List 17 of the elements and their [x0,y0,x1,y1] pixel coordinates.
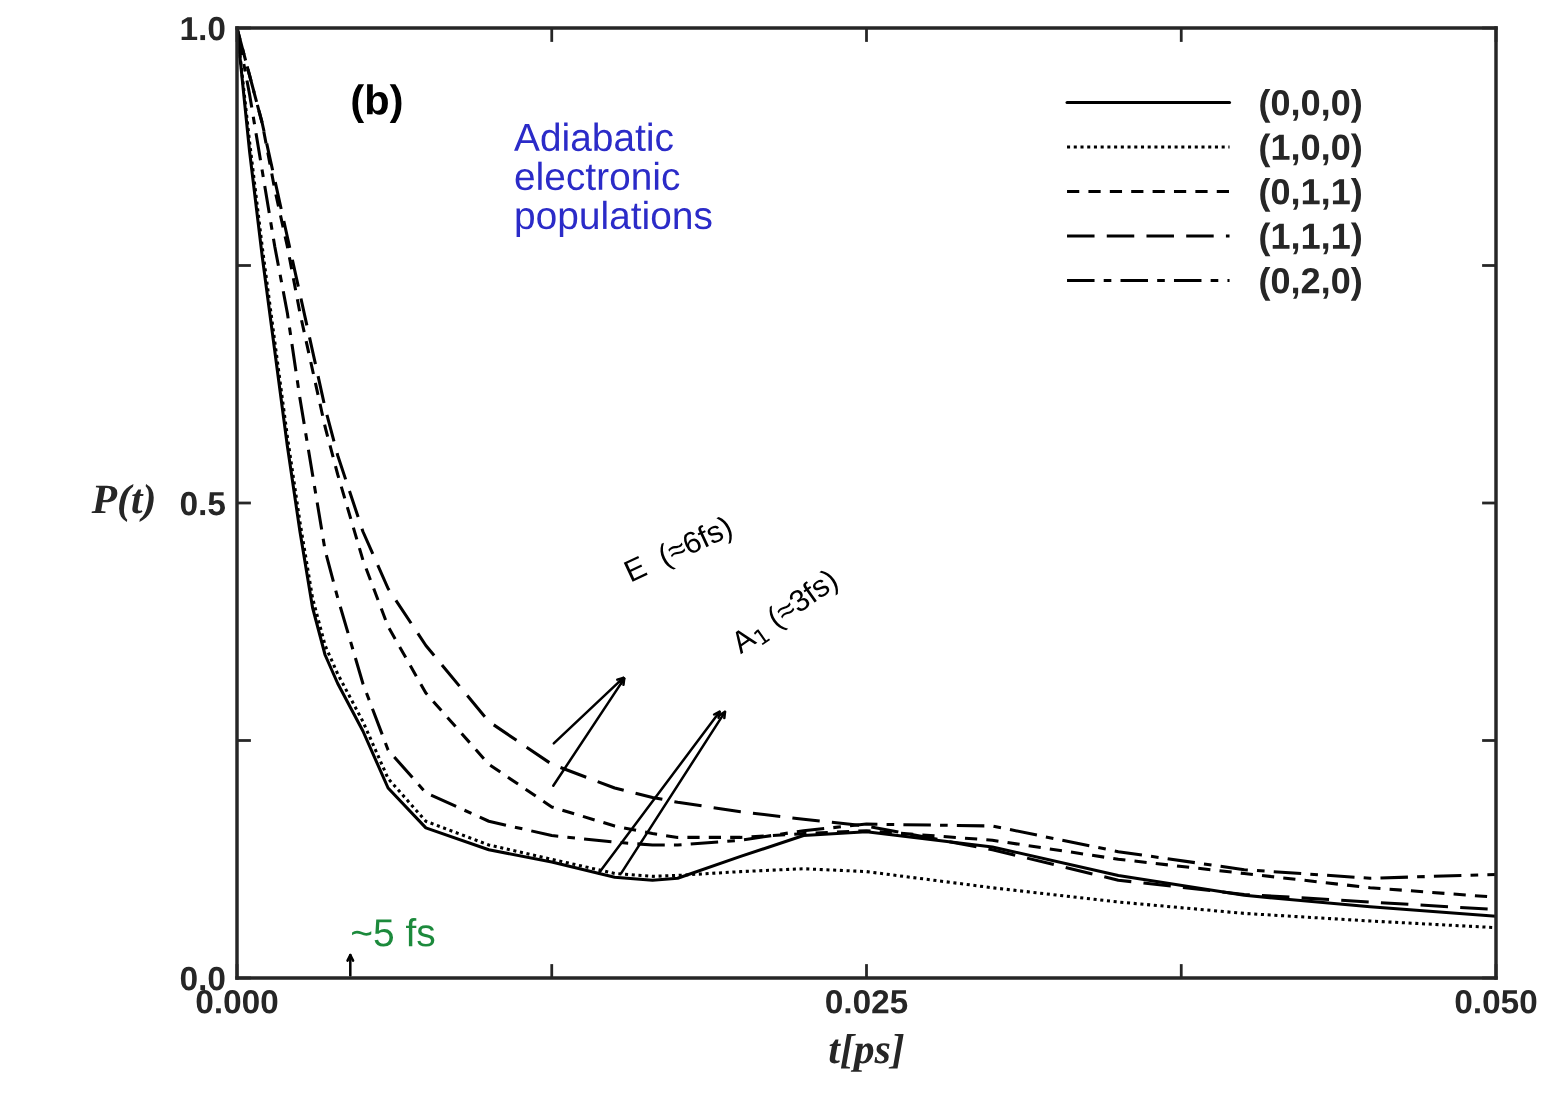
x-tick-label: 0.025 [826,989,908,1014]
x-tick-label: 0.000 [196,989,278,1014]
legend-label: (1,1,1) [1260,222,1361,257]
legend-label: (1,0,0) [1260,133,1361,168]
annotation: (b) [352,84,402,123]
annotation: Adiabatic electronic populations [514,122,712,237]
annotation: A$_{1}$ (≈3fs) [728,567,843,655]
x-tick-label: 0.050 [1455,989,1537,1014]
legend-label: (0,1,1) [1260,177,1361,212]
annotation: ~5 fs [352,918,435,947]
y-axis-title: P(t) [91,484,154,522]
legend-label: (0,2,0) [1260,266,1361,301]
x-axis-title: t[ps] [829,1034,904,1072]
y-tick-label: 0.5 [180,491,225,516]
y-tick-label: 0.0 [180,966,225,991]
legend-label: (0,0,0) [1260,89,1361,123]
y-tick-label: 1.0 [181,16,225,41]
